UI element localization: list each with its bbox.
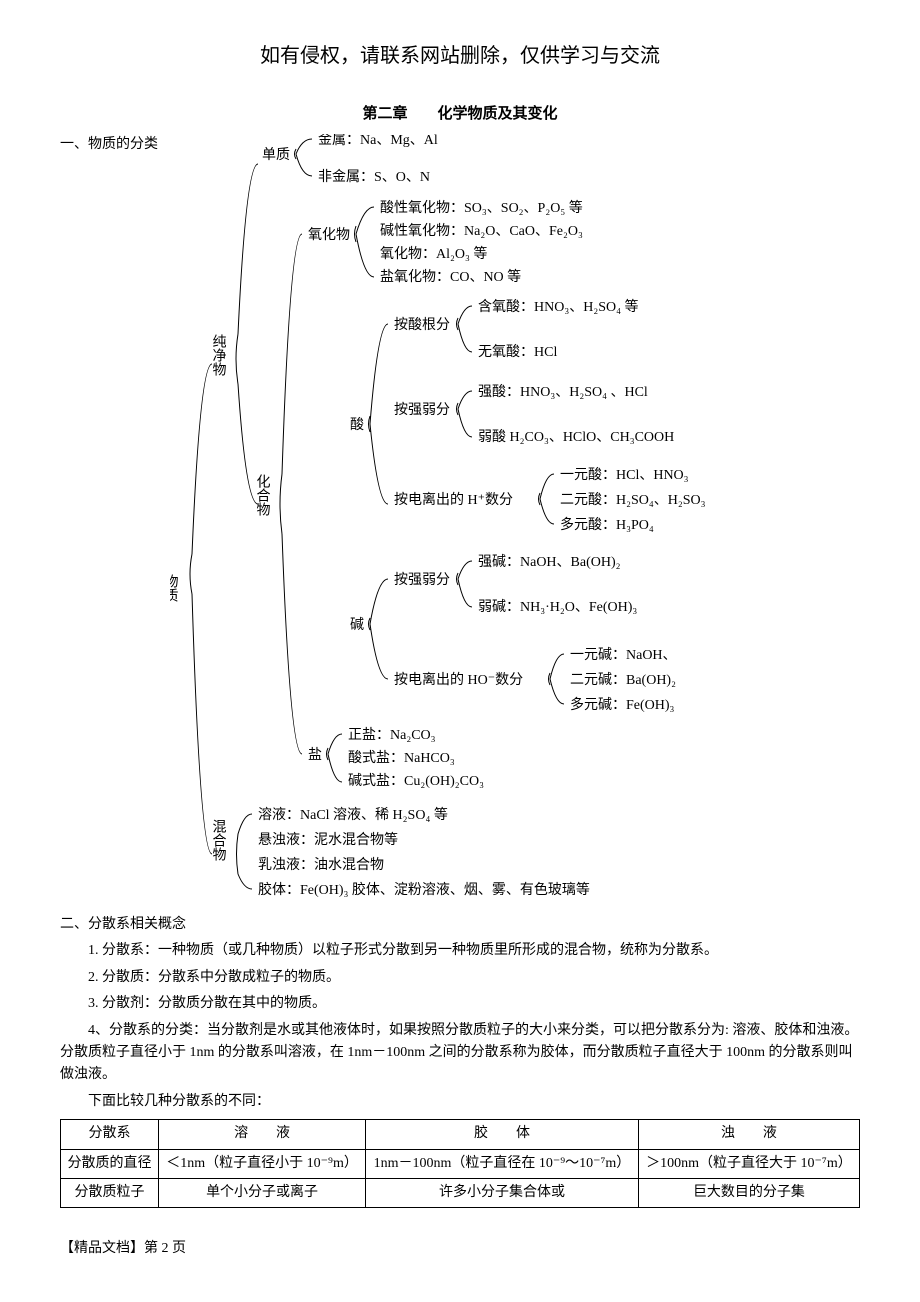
tree-root: 物质 xyxy=(170,574,179,602)
para-1: 1. 分散系：一种物质（或几种物质）以粒子形式分散到另一种物质里所形成的混合物，… xyxy=(60,940,860,962)
tree-mix: 混合物 xyxy=(211,819,227,862)
header-notice: 如有侵权，请联系网站删除，仅供学习与交流 xyxy=(60,40,860,72)
tree-oxide1: 酸性氧化物：SO₃、SO₂、P₂O₅ 等 xyxy=(380,199,583,216)
para-3: 3. 分散剂：分散质分散在其中的物质。 xyxy=(60,993,860,1015)
table-header-1: 分散系 xyxy=(61,1120,159,1149)
tree-base-by-oh: 按电离出的 HO⁻数分 xyxy=(394,671,523,688)
tree-oxide2: 碱性氧化物：Na₂O、CaO、Fe₂O₃ xyxy=(380,223,583,239)
tree-base: 碱 xyxy=(350,617,364,633)
tree-mix2: 悬浊液：泥水混合物等 xyxy=(258,831,398,848)
tree-oxide3: 氧化物：Al₂O₃ 等 xyxy=(380,245,487,262)
tree-base-oh2: 二元碱：Ba(OH)₂ xyxy=(570,672,676,688)
tree-acid-by-strength: 按强弱分 xyxy=(394,402,450,418)
table-r2c1: 分散质粒子 xyxy=(61,1178,159,1207)
tree-salt: 盐 xyxy=(308,747,322,763)
table-r2c2: 单个小分子或离子 xyxy=(159,1178,366,1207)
tree-acid-h1: 一元酸：HCl、HNO₃ xyxy=(560,467,689,483)
para-4: 4、分散系的分类：当分散剂是水或其他液体时，如果按照分散质粒子的大小来分类，可以… xyxy=(60,1020,860,1087)
tree-base-by-strength: 按强弱分 xyxy=(394,572,450,588)
tree-salt1: 正盐：Na₂CO₃ xyxy=(348,727,436,743)
classification-tree: text { font-family: "SimSun", serif; fon… xyxy=(170,134,860,904)
comparison-table: 分散系 溶 液 胶 体 浊 液 分散质的直径 ＜1nm（粒子直径小于 10⁻⁹m… xyxy=(60,1119,860,1208)
tree-oxide4: 盐氧化物：CO、NO 等 xyxy=(380,268,521,285)
table-r1c4: ＞100nm（粒子直径大于 10⁻⁷m） xyxy=(638,1149,859,1178)
tree-salt2: 酸式盐：NaHCO₃ xyxy=(348,750,455,766)
table-r2c3: 许多小分子集合体或 xyxy=(366,1178,639,1207)
tree-acid-by-h: 按电离出的 H⁺数分 xyxy=(394,491,513,508)
table-r1c2: ＜1nm（粒子直径小于 10⁻⁹m） xyxy=(159,1149,366,1178)
para-5: 下面比较几种分散系的不同： xyxy=(60,1091,860,1113)
tree-mix1: 溶液：NaCl 溶液、稀 H₂SO₄ 等 xyxy=(258,806,448,823)
tree-acid-h3: 多元酸：H₃PO₄ xyxy=(560,516,654,533)
tree-acid-root2: 无氧酸：HCl xyxy=(478,344,557,360)
tree-compound: 化合物 xyxy=(255,474,271,517)
tree-metal: 金属：Na、Mg、Al xyxy=(318,134,438,148)
tree-simple: 单质 xyxy=(262,147,290,163)
tree-acid: 酸 xyxy=(350,417,364,433)
tree-base-oh3: 多元碱：Fe(OH)₃ xyxy=(570,696,675,713)
table-r1c3: 1nm－100nm（粒子直径在 10⁻⁹～10⁻⁷m） xyxy=(366,1149,639,1178)
table-header-3: 胶 体 xyxy=(366,1120,639,1149)
tree-base-str1: 强碱：NaOH、Ba(OH)₂ xyxy=(478,554,621,570)
para-2: 2. 分散质：分散系中分散成粒子的物质。 xyxy=(60,967,860,989)
tree-base-oh1: 一元碱：NaOH、 xyxy=(570,647,677,663)
chapter-title: 第二章 化学物质及其变化 xyxy=(60,102,860,126)
table-header-4: 浊 液 xyxy=(638,1120,859,1149)
tree-oxide: 氧化物 xyxy=(308,227,350,243)
table-r2c4: 巨大数目的分子集 xyxy=(638,1178,859,1207)
page-footer: 【精品文档】第 2 页 xyxy=(60,1238,860,1260)
tree-base-str2: 弱碱：NH₃·H₂O、Fe(OH)₃ xyxy=(478,599,637,615)
tree-acid-h2: 二元酸：H₂SO₄、H₂SO₃ xyxy=(560,492,706,508)
section-1-title: 一、物质的分类 xyxy=(60,137,158,152)
tree-mix3: 乳浊液：油水混合物 xyxy=(258,857,384,873)
tree-salt3: 碱式盐：Cu₂(OH)₂CO₃ xyxy=(348,773,484,789)
section-2-title: 二、分散系相关概念 xyxy=(60,914,860,936)
tree-acid-root1: 含氧酸：HNO₃、H₂SO₄ 等 xyxy=(478,298,638,315)
table-r1c1: 分散质的直径 xyxy=(61,1149,159,1178)
tree-pure: 纯净物 xyxy=(211,334,227,377)
tree-acid-str1: 强酸：HNO₃、H₂SO₄ 、HCl xyxy=(478,384,648,400)
tree-acid-by-root: 按酸根分 xyxy=(394,317,450,333)
tree-mix4: 胶体：Fe(OH)₃ 胶体、淀粉溶液、烟、雾、有色玻璃等 xyxy=(258,881,590,898)
tree-nonmetal: 非金属：S、O、N xyxy=(318,169,430,185)
tree-acid-str2: 弱酸 H₂CO₃、HClO、CH₃COOH xyxy=(478,429,674,445)
table-header-2: 溶 液 xyxy=(159,1120,366,1149)
